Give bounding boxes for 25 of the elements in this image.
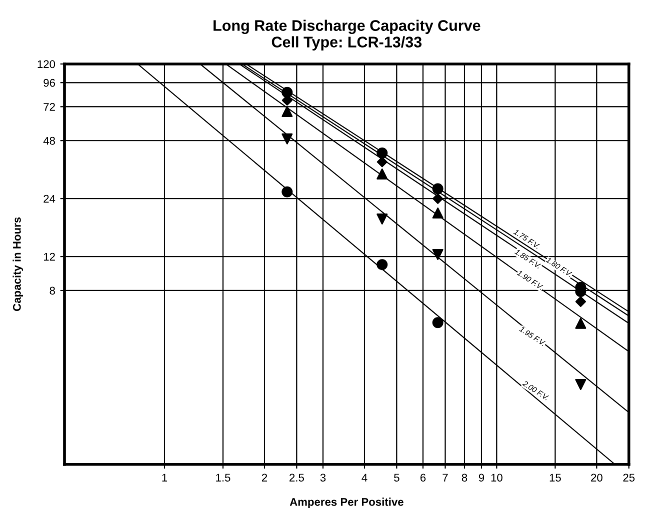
y-tick-label: 120 bbox=[38, 60, 56, 68]
y-tick-label: 12 bbox=[44, 252, 55, 261]
x-tick-label: 25 bbox=[623, 474, 635, 482]
y-tick-label: 8 bbox=[50, 286, 55, 295]
x-tick-label: 1 bbox=[162, 474, 168, 482]
x-tick-label: 6 bbox=[420, 474, 426, 482]
x-tick-label: 7 bbox=[442, 474, 448, 482]
x-axis-title: Amperes Per Positive bbox=[290, 498, 404, 508]
x-tick-label: 3 bbox=[320, 474, 326, 482]
y-tick-label: 72 bbox=[44, 102, 55, 111]
y-axis-title: Capacity in Hours bbox=[12, 217, 24, 311]
y-tick-label: 24 bbox=[44, 194, 56, 203]
x-tick-label: 20 bbox=[591, 474, 602, 482]
x-tick-label: 5 bbox=[394, 474, 400, 482]
y-tick-label: 96 bbox=[44, 78, 55, 87]
x-tick-label: 2.5 bbox=[290, 474, 304, 482]
x-tick-label: 15 bbox=[550, 474, 561, 482]
x-tick-label: 4 bbox=[362, 474, 368, 482]
y-tick-label: 48 bbox=[43, 136, 55, 145]
x-tick-label: 2 bbox=[262, 474, 268, 482]
x-tick-label: 1.5 bbox=[216, 474, 230, 482]
x-tick-label: 10 bbox=[491, 474, 502, 482]
x-tick-label: 8 bbox=[462, 474, 468, 482]
chart-title: Long Rate Discharge Capacity Curve Cell Type: LCR-13/33 bbox=[214, 20, 480, 50]
x-tick-label: 9 bbox=[478, 474, 484, 482]
